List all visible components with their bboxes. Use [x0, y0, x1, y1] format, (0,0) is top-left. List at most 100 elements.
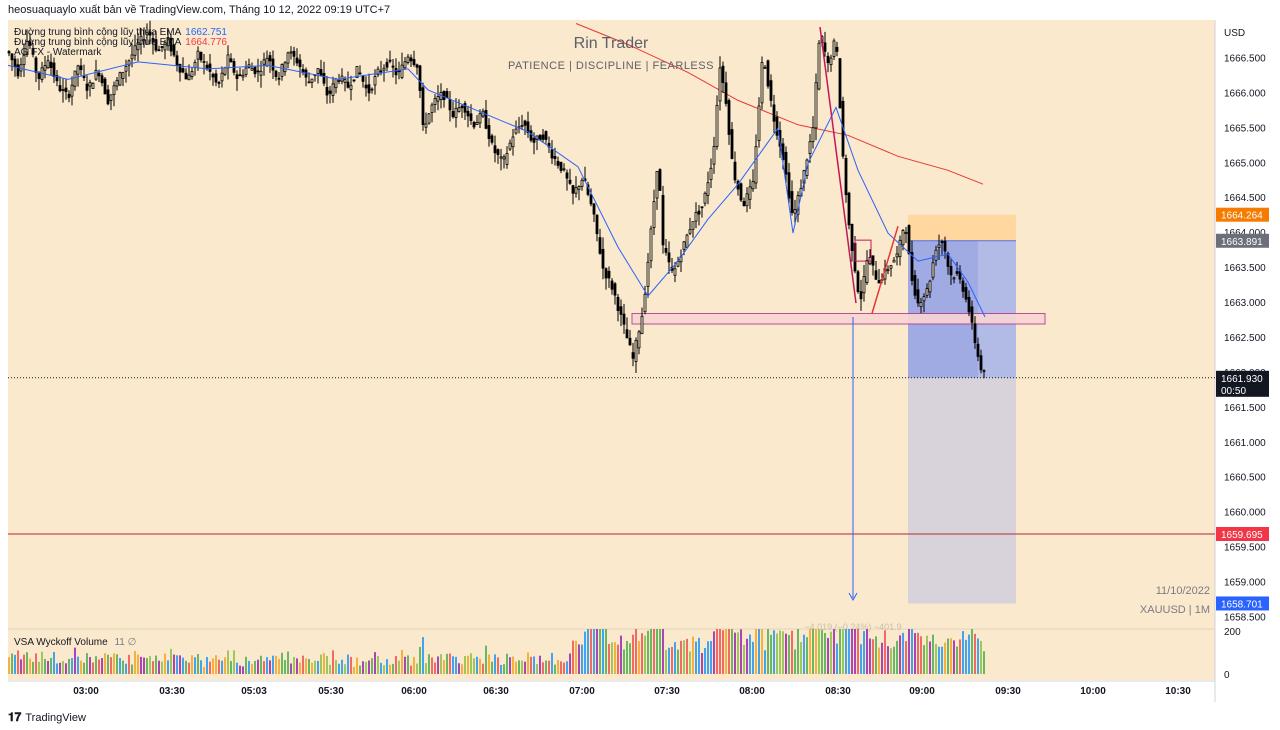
- candle-body: [445, 91, 449, 99]
- candle-body: [112, 85, 116, 95]
- candle: [175, 50, 179, 72]
- volume-bar: [338, 663, 340, 674]
- volume-bar: [125, 663, 127, 674]
- candle: [499, 148, 503, 171]
- volume-bar: [977, 638, 979, 674]
- candle-body: [526, 121, 530, 134]
- candle-body: [673, 268, 677, 276]
- candle: [463, 100, 467, 121]
- candle: [256, 58, 260, 82]
- volume-bar: [206, 656, 208, 674]
- candle: [724, 71, 728, 107]
- candle: [973, 316, 977, 349]
- candle-body: [475, 122, 479, 126]
- candle: [652, 189, 656, 235]
- volume-bar: [839, 629, 841, 674]
- candle: [766, 59, 770, 89]
- candle: [688, 217, 692, 236]
- candle-body: [76, 65, 80, 75]
- candle-body: [163, 42, 167, 51]
- volume-bar: [362, 661, 364, 674]
- candle: [550, 140, 554, 165]
- candle-body: [640, 315, 644, 335]
- candle-body: [49, 61, 53, 68]
- measure-label: −4.019 (−0.24%) −401.9: [804, 622, 901, 632]
- candle: [376, 66, 380, 77]
- candle: [604, 267, 608, 290]
- legend-ema-fast-value: 1662.751: [185, 27, 227, 38]
- candle: [505, 146, 509, 169]
- volume-bar: [686, 638, 688, 674]
- price-badge-entry: [1216, 233, 1269, 248]
- volume-bar: [983, 651, 985, 674]
- candle: [976, 337, 980, 362]
- candle: [601, 237, 605, 280]
- candle-body: [511, 136, 515, 148]
- candle-body: [928, 280, 932, 293]
- volume-bar: [761, 629, 763, 674]
- candle-body: [901, 230, 905, 246]
- volume-bar: [872, 639, 874, 674]
- candle: [16, 58, 20, 79]
- candle-body: [601, 248, 605, 269]
- volume-bar: [152, 661, 154, 674]
- candle-body: [253, 66, 257, 75]
- candle: [514, 120, 518, 135]
- volume-bar: [233, 650, 235, 674]
- volume-bar: [572, 640, 574, 674]
- candle-body: [262, 59, 266, 65]
- volume-bar: [896, 640, 898, 674]
- candle: [886, 265, 890, 275]
- volume-bar: [845, 629, 847, 674]
- candle: [616, 294, 620, 322]
- volume-bar: [683, 640, 685, 674]
- candle-body: [370, 88, 374, 91]
- candle-body: [952, 277, 956, 280]
- candle: [760, 56, 764, 110]
- volume-bar: [539, 655, 541, 674]
- volume-bar: [194, 657, 196, 674]
- candle: [367, 73, 371, 102]
- volume-bar: [476, 656, 478, 674]
- candle-body: [610, 280, 614, 290]
- volume-bar: [824, 633, 826, 674]
- candle: [424, 112, 428, 134]
- candle-body: [460, 105, 464, 109]
- target-zone: [908, 377, 1016, 604]
- profit-zone-active: [908, 240, 978, 378]
- candle: [172, 43, 176, 58]
- price-tick-label: 1661.500: [1224, 403, 1266, 414]
- candle-body: [283, 62, 287, 73]
- volume-bar: [197, 654, 199, 674]
- volume-bar: [353, 666, 355, 674]
- volume-bar: [599, 629, 601, 674]
- volume-indicator-label[interactable]: VSA Wyckoff Volume 11 ∅: [14, 637, 136, 648]
- volume-bar: [395, 656, 397, 674]
- price-tick-label: 1659.500: [1224, 543, 1266, 554]
- volume-bar: [701, 652, 703, 674]
- price-tick-label: 1662.500: [1224, 333, 1266, 344]
- volume-bar: [158, 660, 160, 674]
- volume-bar: [530, 656, 532, 674]
- candle-body: [565, 172, 569, 179]
- volume-bar: [689, 651, 691, 674]
- volume-bar: [827, 637, 829, 674]
- indicator-legend[interactable]: Đường trung bình cộng lũy thừa EMA 1662.…: [14, 28, 227, 58]
- legend-row-ema-fast[interactable]: Đường trung bình cộng lũy thừa EMA 1662.…: [14, 28, 227, 38]
- candle-body: [772, 104, 776, 122]
- volume-bar: [740, 629, 742, 674]
- candle-body: [907, 225, 911, 255]
- volume-bar: [671, 646, 673, 674]
- volume-bar: [938, 646, 940, 674]
- time-tick-label: 10:00: [1080, 686, 1106, 697]
- candle: [490, 133, 494, 145]
- legend-row-watermark[interactable]: AG FX - Watermark: [14, 48, 227, 58]
- volume-bar: [647, 630, 649, 674]
- legend-row-ema-slow[interactable]: Đường trung bình cộng lũy thừa EMA 1664.…: [14, 38, 227, 48]
- candle-body: [895, 253, 899, 258]
- candle-body: [532, 137, 536, 143]
- candle: [565, 169, 569, 191]
- candle-body: [967, 296, 971, 313]
- volume-bar: [170, 648, 172, 674]
